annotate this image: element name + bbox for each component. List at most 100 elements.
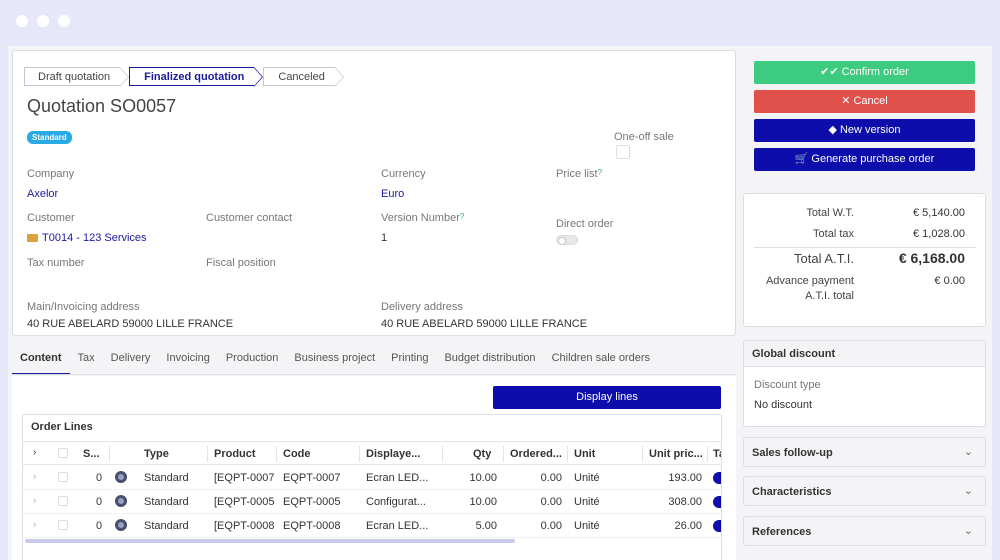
table-row[interactable]: › 0 Standard [EQPT-0005 EQPT-0005 Config… bbox=[23, 490, 721, 514]
window-controls bbox=[16, 15, 70, 27]
tax-badge bbox=[713, 472, 721, 484]
column-divider bbox=[442, 446, 443, 462]
col-unit[interactable]: Unit bbox=[574, 448, 596, 460]
customer-contact-label: Customer contact bbox=[206, 212, 293, 224]
step-draft-quotation[interactable]: Draft quotation bbox=[24, 67, 130, 87]
col-unit-price[interactable]: Unit pric... bbox=[649, 448, 703, 460]
order-lines-grid: Order Lines › S... Type Product Code Dis… bbox=[22, 414, 722, 560]
tab-budget-distribution[interactable]: Budget distribution bbox=[444, 352, 536, 364]
tab-printing[interactable]: Printing bbox=[391, 352, 429, 364]
panel-characteristics[interactable]: Characteristics ⌄ bbox=[743, 476, 986, 506]
expand-all-icon[interactable]: › bbox=[33, 447, 37, 458]
window-minimize-dot[interactable] bbox=[37, 15, 49, 27]
quotation-form-card: Draft quotation Finalized quotation Canc… bbox=[12, 50, 736, 336]
tab-divider bbox=[12, 374, 736, 375]
order-lines-card: Display lines Order Lines › S... Type Pr… bbox=[12, 376, 736, 560]
cell-unit-price: 26.00 bbox=[674, 520, 702, 532]
column-divider bbox=[642, 446, 643, 462]
table-row[interactable]: › 0 Standard [EQPT-0008 EQPT-0008 Ecran … bbox=[23, 514, 721, 538]
tab-production[interactable]: Production bbox=[225, 352, 279, 364]
cell-type: Standard bbox=[144, 472, 189, 484]
step-canceled[interactable]: Canceled bbox=[263, 67, 345, 87]
tag-icon: ◆ bbox=[828, 124, 837, 136]
delivery-address-label: Delivery address bbox=[381, 301, 463, 313]
step-finalized-quotation[interactable]: Finalized quotation bbox=[129, 67, 264, 87]
cell-unit-price: 193.00 bbox=[668, 472, 702, 484]
expand-row-icon[interactable]: › bbox=[33, 519, 37, 530]
col-type[interactable]: Type bbox=[144, 448, 169, 460]
page-title: Quotation SO0057 bbox=[27, 96, 177, 116]
expand-row-icon[interactable]: › bbox=[33, 495, 37, 506]
close-icon: ✕ bbox=[841, 95, 851, 107]
tab-tax[interactable]: Tax bbox=[77, 352, 95, 364]
total-tax-label: Total tax bbox=[813, 228, 854, 240]
cell-unit-price: 308.00 bbox=[668, 496, 702, 508]
row-checkbox[interactable] bbox=[58, 496, 68, 506]
horizontal-scrollbar[interactable] bbox=[25, 539, 515, 543]
column-divider bbox=[707, 446, 708, 462]
cancel-label: Cancel bbox=[853, 95, 888, 107]
cell-unit: Unité bbox=[574, 520, 600, 532]
cell-qty: 10.00 bbox=[469, 496, 497, 508]
totals-divider bbox=[754, 247, 976, 248]
cell-seq: 0 bbox=[96, 472, 103, 484]
cell-unit: Unité bbox=[574, 496, 600, 508]
customer-value[interactable]: T0014 - 123 Services bbox=[27, 232, 147, 244]
tab-delivery[interactable]: Delivery bbox=[110, 352, 151, 364]
cart-icon: 🛒 bbox=[794, 153, 809, 165]
expand-row-icon[interactable]: › bbox=[33, 471, 37, 482]
help-mark: ? bbox=[459, 212, 465, 221]
status-badge: Standard bbox=[27, 131, 72, 144]
col-tax[interactable]: Ta bbox=[713, 448, 721, 460]
col-qty[interactable]: Qty bbox=[473, 448, 492, 460]
select-all-checkbox[interactable] bbox=[58, 448, 68, 458]
chevron-down-icon[interactable]: ⌄ bbox=[963, 446, 973, 458]
cell-product: [EQPT-0008 bbox=[214, 520, 274, 532]
tab-business-project[interactable]: Business project bbox=[294, 352, 376, 364]
confirm-order-label: Confirm order bbox=[841, 66, 909, 78]
panel-references[interactable]: References ⌄ bbox=[743, 516, 986, 546]
cell-product: [EQPT-0007 bbox=[214, 472, 274, 484]
tab-content[interactable]: Content bbox=[12, 351, 70, 375]
row-checkbox[interactable] bbox=[58, 472, 68, 482]
company-label: Company bbox=[27, 168, 75, 180]
direct-order-toggle[interactable] bbox=[556, 235, 578, 245]
col-code[interactable]: Code bbox=[283, 448, 311, 460]
cell-displayed: Ecran LED... bbox=[366, 472, 429, 484]
tab-bar: Content Tax Delivery Invoicing Productio… bbox=[12, 351, 658, 375]
display-lines-button[interactable]: Display lines bbox=[493, 386, 721, 409]
cell-code: EQPT-0008 bbox=[283, 520, 341, 532]
currency-value[interactable]: Euro bbox=[381, 188, 405, 200]
version-number-value: 1 bbox=[381, 232, 388, 244]
content-area: Draft quotation Finalized quotation Canc… bbox=[8, 46, 992, 560]
discount-type-value[interactable]: No discount bbox=[754, 399, 813, 411]
col-seq[interactable]: S... bbox=[83, 448, 100, 460]
panel-title: Sales follow-up bbox=[752, 447, 833, 459]
main-address-label: Main/Invoicing address bbox=[27, 301, 140, 313]
generate-purchase-order-button[interactable]: 🛒 Generate purchase order bbox=[754, 148, 975, 171]
tab-children-sale-orders[interactable]: Children sale orders bbox=[551, 352, 650, 364]
company-value[interactable]: Axelor bbox=[27, 188, 59, 200]
price-list-label: Price list? bbox=[556, 168, 602, 180]
tax-number-label: Tax number bbox=[27, 257, 85, 269]
row-checkbox[interactable] bbox=[58, 520, 68, 530]
total-ati-label: Total A.T.I. bbox=[794, 251, 854, 266]
panel-sales-follow-up[interactable]: Sales follow-up ⌄ bbox=[743, 437, 986, 467]
product-type-icon bbox=[115, 471, 127, 483]
new-version-button[interactable]: ◆ New version bbox=[754, 119, 975, 142]
chevron-down-icon[interactable]: ⌄ bbox=[963, 485, 973, 497]
discount-type-label: Discount type bbox=[754, 379, 821, 391]
cell-seq: 0 bbox=[96, 520, 103, 532]
table-row[interactable]: › 0 Standard [EQPT-0007 EQPT-0007 Ecran … bbox=[23, 466, 721, 490]
chevron-down-icon[interactable]: ⌄ bbox=[963, 525, 973, 537]
cell-qty: 10.00 bbox=[469, 472, 497, 484]
col-product[interactable]: Product bbox=[214, 448, 256, 460]
col-ordered[interactable]: Ordered... bbox=[510, 448, 562, 460]
one-off-sale-checkbox[interactable] bbox=[616, 145, 630, 159]
col-displayed[interactable]: Displaye... bbox=[366, 448, 421, 460]
confirm-order-button[interactable]: ✔✔ Confirm order bbox=[754, 61, 975, 84]
window-close-dot[interactable] bbox=[16, 15, 28, 27]
tab-invoicing[interactable]: Invoicing bbox=[166, 352, 210, 364]
cancel-button[interactable]: ✕ Cancel bbox=[754, 90, 975, 113]
window-maximize-dot[interactable] bbox=[58, 15, 70, 27]
